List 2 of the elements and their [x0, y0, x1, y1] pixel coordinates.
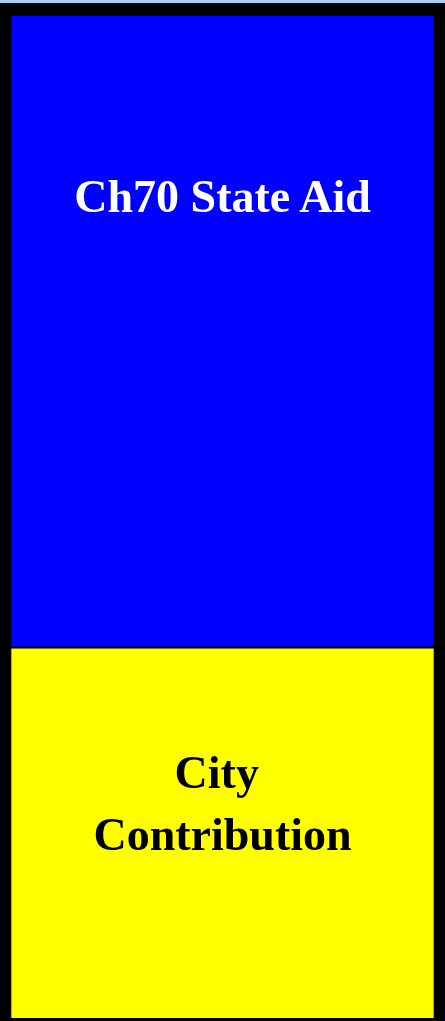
- series-label: Ch70 State Aid: [74, 170, 372, 222]
- series-label: City Contribution: [93, 746, 352, 860]
